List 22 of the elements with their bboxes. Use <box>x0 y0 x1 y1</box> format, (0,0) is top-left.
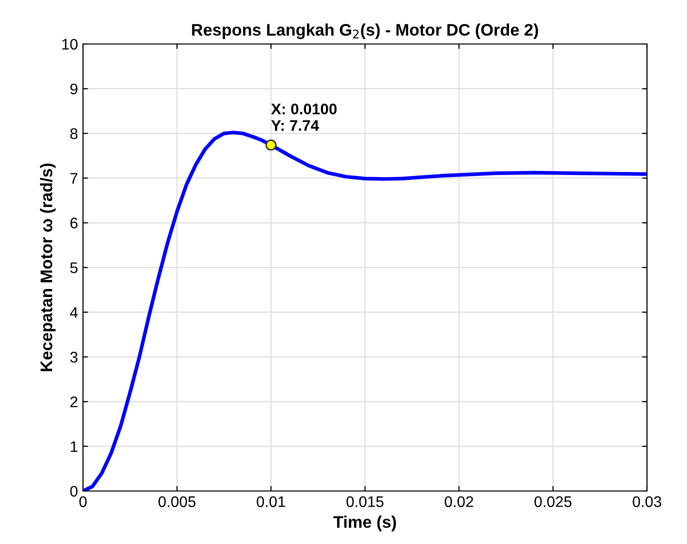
y-tick-label: 10 <box>62 38 78 50</box>
x-tick-label: 0.02 <box>444 496 474 508</box>
y-axis-title: Kecepatan Motor ω (rad/s) <box>40 164 56 372</box>
x-tick-label: 0 <box>79 496 87 508</box>
y-tick-label: 0 <box>70 486 78 497</box>
y-tick-label: 6 <box>70 218 78 228</box>
y-tick-label: 8 <box>70 128 78 140</box>
x-tick-label: 0.01 <box>256 496 286 508</box>
y-tick-label: 3 <box>70 352 78 363</box>
y-tick-label: 4 <box>70 307 78 318</box>
x-axis-title: Time (s) <box>333 516 396 532</box>
y-tick-label: 5 <box>70 262 78 274</box>
x-tick-label: 0.03 <box>632 496 662 508</box>
x-tick-label: 0.015 <box>346 496 384 508</box>
x-tick-label: 0.005 <box>158 496 196 508</box>
annotation: X: 0.0100 Y: 7.74 <box>271 104 337 131</box>
chart-title: Respons Langkah G$_{2}$(s) - Motor DC (Orde 2) <box>192 24 538 40</box>
x-tick-label: 0.025 <box>534 496 572 508</box>
y-tick-label: 9 <box>70 84 78 94</box>
y-tick-label: 1 <box>70 441 78 452</box>
y-tick-label: 7 <box>70 173 78 184</box>
y-tick-label: 2 <box>70 396 78 408</box>
